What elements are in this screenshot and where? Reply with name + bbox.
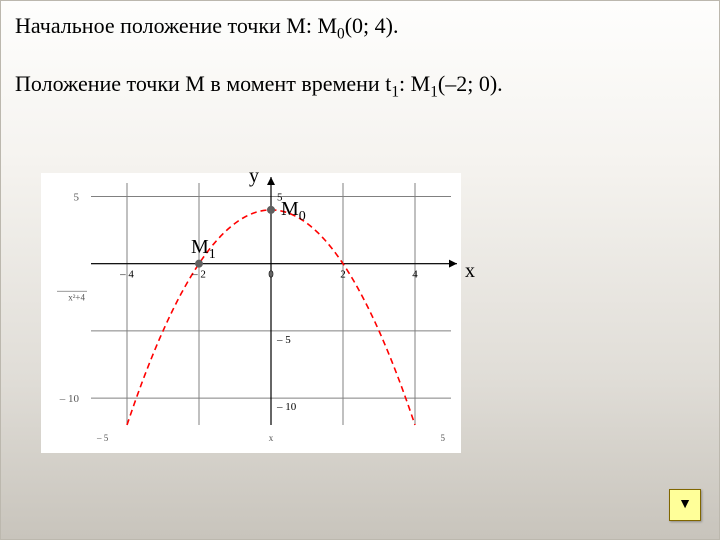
next-button[interactable]: ▼ [669, 489, 701, 521]
svg-text:0: 0 [268, 269, 274, 281]
svg-text:– 10: – 10 [276, 401, 297, 413]
line1-part-b: (0; 4). [345, 13, 399, 38]
line2-part-b: : М [399, 71, 430, 96]
svg-text:x: x [269, 433, 274, 443]
line1-sub: 0 [337, 25, 345, 42]
line1-part-a: Начальное положение точки М: М [15, 13, 337, 38]
chevron-down-icon: ▼ [678, 497, 692, 513]
svg-text:– 10: – 10 [59, 393, 80, 405]
chart-area: – 4– 2024– 10– 555– 10x²+4– 5x5 [41, 173, 461, 453]
slide: Начальное положение точки М: М0(0; 4). П… [0, 0, 720, 540]
svg-text:2: 2 [340, 269, 346, 281]
line2-part-c: (–2; 0). [438, 71, 503, 96]
svg-text:– 5: – 5 [276, 334, 291, 346]
text-line-1: Начальное положение точки М: М0(0; 4). [15, 13, 399, 43]
svg-text:x²+4: x²+4 [68, 292, 85, 302]
svg-text:5: 5 [74, 191, 80, 203]
line2-sub1: 1 [391, 83, 399, 100]
svg-text:5: 5 [441, 433, 446, 443]
svg-text:– 5: – 5 [96, 433, 109, 443]
svg-text:– 2: – 2 [191, 269, 206, 281]
line2-part-a: Положение точки М в момент времени t [15, 71, 391, 96]
line2-sub2: 1 [430, 83, 438, 100]
svg-text:– 4: – 4 [119, 269, 134, 281]
svg-text:4: 4 [412, 269, 418, 281]
text-line-2: Положение точки М в момент времени t1: М… [15, 71, 503, 101]
